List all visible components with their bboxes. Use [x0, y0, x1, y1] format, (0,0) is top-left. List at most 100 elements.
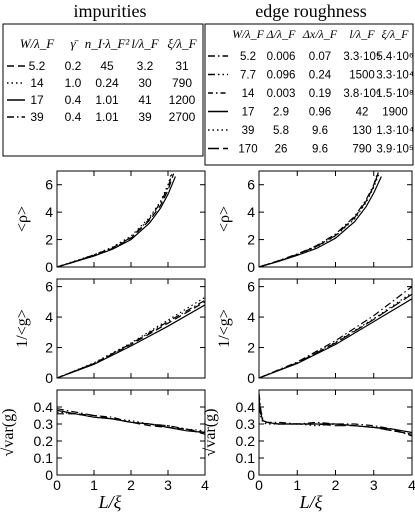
plot-frame: [56, 389, 206, 476]
series-line-dashdot: [57, 408, 205, 435]
plot-edge-rho: 0 2 4 6 <ρ>: [216, 170, 413, 275]
series-line-dash: [57, 413, 205, 434]
y-tick-label: 0.1: [236, 450, 256, 466]
y-tick-label: 6: [45, 279, 53, 295]
plot-edge-var: 00.10.20.30.40 1 2 3 4√var(g): [202, 389, 415, 493]
x-tick-label: 4: [408, 477, 415, 493]
legend-cell: 5.2: [240, 51, 256, 63]
legend-cell: 17: [30, 93, 44, 107]
legend-cell: 1.01: [95, 110, 119, 124]
legend-layer: W/λ_F γ̄ n_I·λ_F² l/λ_F ξ/λ_F5.2 0.2 45 3.2 3114…: [7, 27, 414, 156]
legend-cell: 9.6: [312, 125, 328, 137]
series-line-solid: [57, 304, 205, 378]
plot-imp-var: 00.10.20.30.40 1 2 3 4√var(g): [0, 389, 209, 493]
legend-cell: 0.4: [65, 93, 82, 107]
legend-cell: 17: [242, 107, 255, 119]
y-tick-label: 2: [247, 340, 255, 356]
legend-imp: W/λ_F γ̄ n_I·λ_F² l/λ_F ξ/λ_F 5.2 0.2 45 3.2 31 14…: [7, 36, 198, 124]
x-tick-label: 2: [332, 477, 340, 493]
series-line-dot: [259, 406, 412, 435]
series-line-solid: [57, 176, 176, 267]
plots-layer: 0246<ρ>0246<ρ>02461/<g>02461/<g>00.10.20…: [0, 170, 415, 493]
y-tick-label: 6: [45, 177, 53, 193]
series-line-dashdot: [259, 393, 412, 437]
series-line-dot: [259, 172, 381, 267]
y-tick-label: 0.2: [236, 433, 256, 449]
legend-cell: 0.24: [95, 76, 119, 90]
y-tick-label: 6: [247, 177, 255, 193]
legend-cell: 3.9·10⁵: [376, 144, 414, 156]
series-line-solid: [259, 298, 412, 378]
y-tick-label: 6: [247, 279, 255, 295]
y-tick-label: 0.4: [34, 399, 54, 415]
legend-cell: 1.5·10⁸: [376, 88, 414, 100]
plot-frame: [56, 278, 206, 379]
y-tick-label: 4: [247, 309, 255, 325]
series-line-dashdot: [259, 172, 379, 267]
legend-header: γ̄: [70, 36, 79, 51]
legend-cell: 41: [138, 93, 152, 107]
legend-cell: 7.7: [240, 70, 256, 82]
legend-cell: 1900: [382, 107, 408, 119]
series-line-dashdot: [259, 286, 412, 378]
legend-box-edge-roughness: [204, 23, 414, 166]
x-axis-label-edge-roughness: L/ξ: [299, 492, 323, 512]
legend-cell: 42: [356, 107, 369, 119]
legend-header: W/λ_F: [232, 27, 265, 41]
legend-header: l/λ_F: [131, 36, 159, 51]
legend-cell: 130: [352, 125, 371, 137]
legend-cell: 31: [175, 59, 189, 73]
legend-cell: 790: [352, 144, 371, 156]
legend-cell: 2700: [169, 110, 196, 124]
legend-cell: 14: [30, 76, 44, 90]
y-axis-label: √var(g): [0, 409, 17, 457]
column-title-impurities: impurities: [74, 1, 147, 21]
legend-cell: 3.3·10⁴: [376, 70, 414, 82]
legend-cell: 5.8: [273, 125, 289, 137]
series-line-longdash: [259, 172, 379, 267]
legend-cell: 0.07: [309, 51, 331, 63]
legend-header: ξ/λ_F: [382, 27, 410, 41]
plot-frame: [258, 389, 413, 476]
legend-cell: 5.4·10⁶: [376, 51, 414, 63]
plot-frame: [258, 170, 413, 268]
y-tick-label: 4: [45, 204, 53, 220]
y-axis-label: 1/<g>: [14, 309, 31, 348]
x-tick-label: 2: [127, 477, 135, 493]
y-axis-label: <ρ>: [216, 206, 233, 232]
legend-cell: 0.003: [267, 88, 296, 100]
y-tick-label: 0.1: [34, 450, 54, 466]
series-line-longdash: [259, 293, 412, 378]
legend-cell: 0.96: [309, 107, 331, 119]
legend-cell: 1200: [169, 93, 196, 107]
column-title-edge-roughness: edge roughness: [255, 1, 366, 21]
legend-cell: 2.9: [273, 107, 289, 119]
plot-frame: [258, 278, 413, 379]
legend-cell: 30: [138, 76, 152, 90]
series-line-dot: [57, 172, 173, 267]
legend-cell: 45: [100, 59, 114, 73]
y-tick-label: 0: [45, 259, 53, 275]
y-tick-label: 0.2: [34, 433, 54, 449]
legend-cell: 14: [242, 88, 255, 100]
y-tick-label: 0: [247, 467, 255, 483]
series-line-dot: [57, 296, 205, 378]
series-line-dashdot: [57, 172, 173, 267]
legend-cell: 0.24: [309, 70, 332, 82]
y-tick-label: 0: [45, 467, 53, 483]
y-axis-label: √var(g): [202, 409, 219, 457]
series-line-dash: [57, 301, 205, 378]
legend-cell: 170: [238, 144, 257, 156]
y-tick-label: 0: [45, 370, 53, 386]
plot-frame: [56, 170, 206, 268]
legend-cell: 0.2: [65, 59, 82, 73]
legend-cell: 1500: [349, 70, 375, 82]
legend-box-impurities: [2, 23, 204, 157]
x-tick-label: 3: [164, 477, 172, 493]
x-axis-label-impurities: L/ξ: [98, 492, 122, 512]
legend-cell: 5.2: [29, 59, 46, 73]
legend-cell: 3.2: [137, 59, 154, 73]
legend-header: l/λ_F: [349, 27, 375, 41]
